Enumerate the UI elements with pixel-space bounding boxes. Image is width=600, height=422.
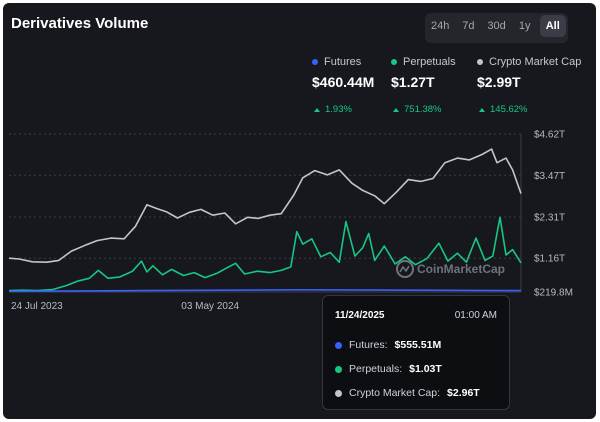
legend-futures-name: Futures [324, 56, 362, 68]
perpetuals-dot-icon [335, 365, 342, 373]
tooltip-date: 11/24/2025 [335, 310, 385, 321]
range-30d-button[interactable]: 30d [487, 20, 506, 32]
tooltip-futures-label: Futures: [349, 339, 388, 351]
legend-market-cap-change: 145.62% [490, 104, 528, 115]
market-cap-dot-icon [335, 389, 342, 397]
futures-dot-icon [335, 341, 342, 349]
hover-tooltip: 11/24/2025 01:00 AM Futures: $555.51M Pe… [322, 295, 510, 410]
range-7d-button[interactable]: 7d [462, 20, 475, 32]
perpetuals-dot-icon [391, 59, 397, 65]
chart-title: Derivatives Volume [11, 15, 149, 32]
futures-dot-icon [312, 59, 318, 65]
legend-futures[interactable]: Futures $460.44M 1.93% [312, 56, 374, 115]
range-24h-button[interactable]: 24h [431, 20, 450, 32]
up-triangle-icon [314, 107, 320, 112]
range-1y-button[interactable]: 1y [518, 20, 531, 32]
legend-market-cap-name: Crypto Market Cap [489, 56, 582, 68]
up-triangle-icon [393, 107, 399, 112]
x-tick-label: 24 Jul 2023 [11, 301, 63, 312]
y-tick-label: $219.8M [534, 288, 573, 299]
legend-market-cap-value: $2.99T [477, 74, 521, 90]
series-line-perpetuals [8, 216, 522, 292]
y-tick-label: $4.62T [534, 130, 565, 141]
x-tick-label: 03 May 2024 [181, 301, 239, 312]
derivatives-volume-card: Derivatives Volume 24h 7d 30d 1y All Fut… [3, 3, 596, 419]
series-line-crypto-market-cap [8, 148, 522, 263]
series-line-futures [8, 289, 522, 293]
range-all-button[interactable]: All [539, 15, 566, 37]
tooltip-row-perpetuals: Perpetuals: $1.03T [335, 363, 442, 375]
tooltip-market-cap-value: $2.96T [447, 387, 480, 399]
up-triangle-icon [479, 107, 485, 112]
y-tick-label: $2.31T [534, 212, 565, 223]
chart-plot[interactable]: CoinMarketCap $219.8M $1.16T $2.31T $3.47T $… [3, 3, 596, 419]
time-range-selector: 24h 7d 30d 1y All [425, 13, 568, 43]
tooltip-market-cap-label: Crypto Market Cap: [349, 387, 441, 399]
watermark: CoinMarketCap [396, 260, 505, 278]
legend-futures-change: 1.93% [325, 104, 352, 115]
y-tick-label: $3.47T [534, 171, 565, 182]
legend-perpetuals[interactable]: Perpetuals $1.27T 751.38% [391, 56, 456, 115]
tooltip-perpetuals-value: $1.03T [409, 363, 442, 375]
legend-perpetuals-change: 751.38% [404, 104, 442, 115]
tooltip-row-market-cap: Crypto Market Cap: $2.96T [335, 387, 480, 399]
legend-perpetuals-name: Perpetuals [403, 56, 456, 68]
market-cap-dot-icon [477, 59, 483, 65]
coinmarketcap-logo-icon [396, 260, 414, 278]
legend-market-cap[interactable]: Crypto Market Cap $2.99T 145.62% [477, 56, 581, 115]
y-tick-label: $1.16T [534, 254, 565, 265]
watermark-text: CoinMarketCap [417, 262, 505, 276]
tooltip-perpetuals-label: Perpetuals: [349, 363, 403, 375]
tooltip-time: 01:00 AM [454, 310, 497, 321]
tooltip-row-futures: Futures: $555.51M [335, 339, 441, 351]
legend-perpetuals-value: $1.27T [391, 74, 435, 90]
tooltip-futures-value: $555.51M [394, 339, 442, 351]
legend-futures-value: $460.44M [312, 74, 375, 90]
